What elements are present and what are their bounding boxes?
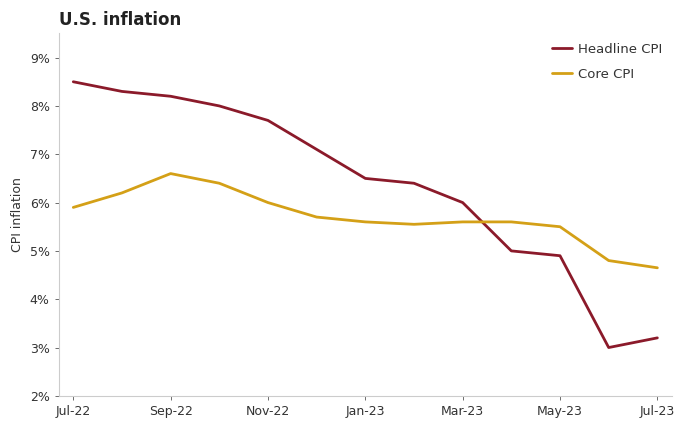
Headline CPI <box>264 118 272 123</box>
Line: Headline CPI: Headline CPI <box>74 82 657 347</box>
Core CPI <box>264 200 272 205</box>
Headline CPI <box>605 345 613 350</box>
Headline CPI <box>215 103 224 109</box>
Core CPI <box>312 214 321 220</box>
Core CPI <box>215 181 224 186</box>
Headline CPI <box>361 176 369 181</box>
Headline CPI <box>312 147 321 152</box>
Line: Core CPI: Core CPI <box>74 174 657 268</box>
Y-axis label: CPI inflation: CPI inflation <box>11 177 24 252</box>
Core CPI <box>605 258 613 263</box>
Headline CPI <box>507 248 515 254</box>
Core CPI <box>410 222 418 227</box>
Core CPI <box>458 219 466 224</box>
Core CPI <box>653 265 661 270</box>
Headline CPI <box>653 335 661 341</box>
Headline CPI <box>118 89 126 94</box>
Text: U.S. inflation: U.S. inflation <box>58 11 181 29</box>
Core CPI <box>118 190 126 196</box>
Core CPI <box>166 171 175 176</box>
Headline CPI <box>166 94 175 99</box>
Core CPI <box>507 219 515 224</box>
Core CPI <box>69 205 78 210</box>
Headline CPI <box>458 200 466 205</box>
Headline CPI <box>410 181 418 186</box>
Legend: Headline CPI, Core CPI: Headline CPI, Core CPI <box>547 37 668 86</box>
Core CPI <box>556 224 564 230</box>
Core CPI <box>361 219 369 224</box>
Headline CPI <box>556 253 564 258</box>
Headline CPI <box>69 79 78 85</box>
